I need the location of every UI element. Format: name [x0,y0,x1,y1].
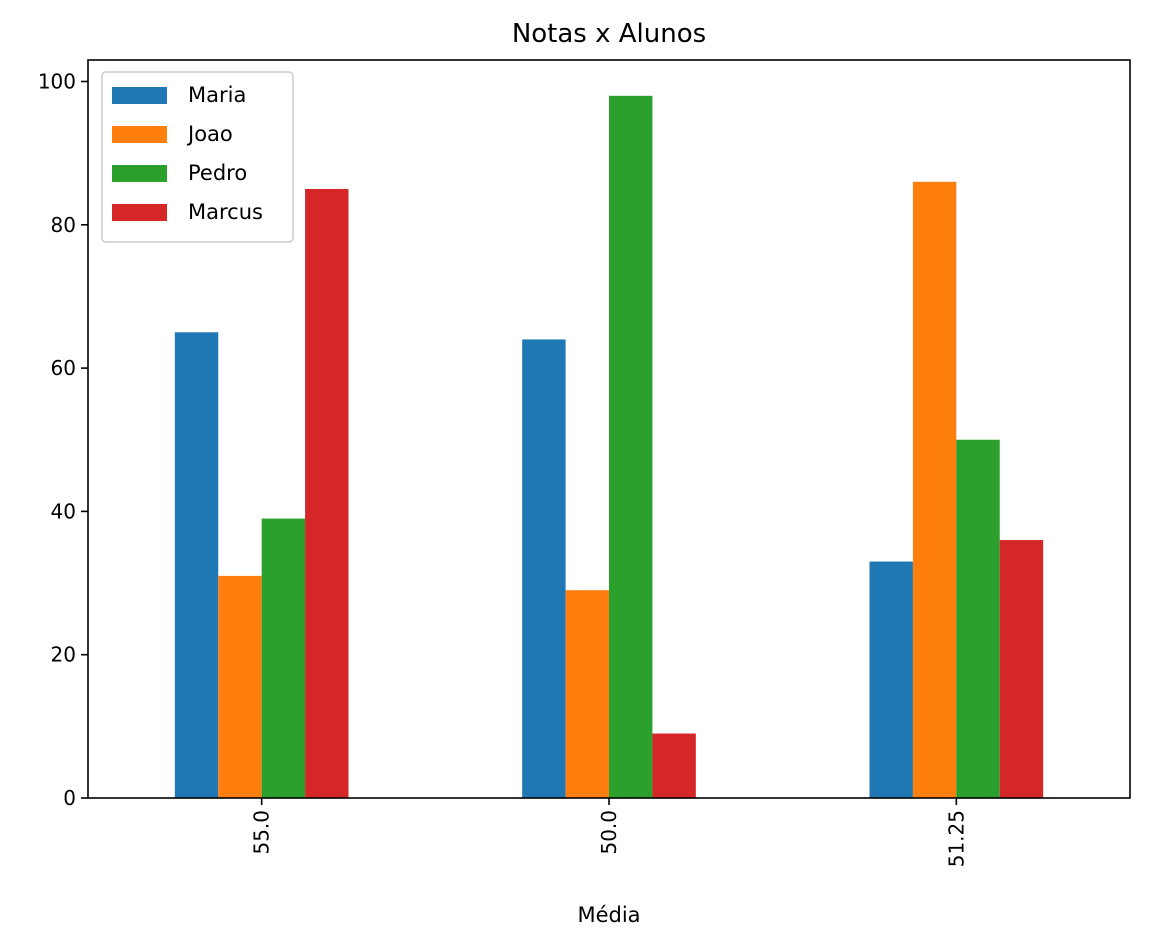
legend-label-marcus: Marcus [188,200,263,224]
bar-joao-0 [218,575,262,798]
x-tick-label: 55.0 [250,810,274,855]
legend-label-pedro: Pedro [188,161,247,185]
legend: Maria Joao Pedro Marcus [101,71,294,243]
bar-maria-1 [522,339,566,798]
y-tick-label: 40 [51,499,76,523]
x-axis: 55.0 50.0 51.25 [250,798,968,867]
y-tick-label: 0 [63,786,76,810]
legend-swatch-joao [112,126,167,143]
bar-joao-2 [912,181,957,798]
y-tick-label: 60 [51,356,76,380]
x-tick-label: 51.25 [944,810,968,867]
x-axis-label: Média [577,903,640,927]
legend-swatch-maria [112,87,167,104]
bar-marcus-0 [305,188,349,798]
bar-pedro-2 [956,439,1000,798]
bar-pedro-1 [609,95,653,798]
bar-pedro-0 [261,518,306,798]
bar-marcus-2 [999,540,1044,798]
y-axis: 0 20 40 60 80 100 [38,69,88,810]
x-tick-label: 50.0 [597,810,621,855]
legend-swatch-marcus [112,204,167,221]
bar-maria-0 [174,332,219,798]
bars-group [174,95,1044,798]
bar-marcus-1 [652,733,696,798]
y-tick-label: 80 [51,213,76,237]
y-tick-label: 20 [51,643,76,667]
chart-title: Notas x Alunos [512,19,706,49]
legend-label-joao: Joao [186,122,233,146]
legend-swatch-pedro [112,165,167,182]
y-tick-label: 100 [38,69,76,93]
bar-joao-1 [565,590,609,798]
legend-label-maria: Maria [188,83,246,107]
bar-maria-2 [869,561,913,798]
legend-box [101,71,294,243]
